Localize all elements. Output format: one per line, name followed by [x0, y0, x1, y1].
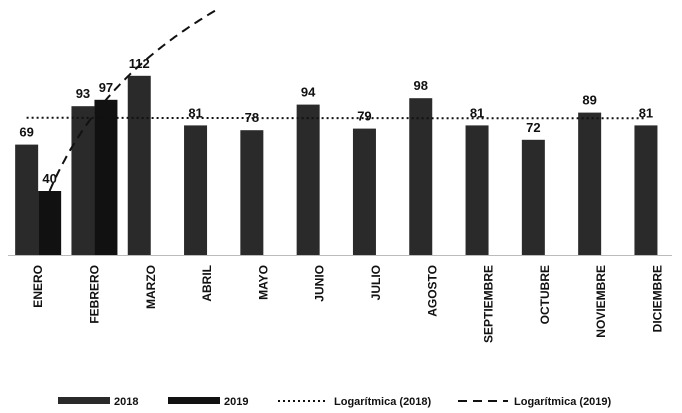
x-tick-label: ABRIL [200, 265, 214, 302]
legend-label: Logarítmica (2019) [514, 396, 612, 408]
bar [578, 112, 602, 255]
x-tick-label: FEBRERO [87, 265, 101, 324]
x-tick-label: JULIO [369, 265, 383, 300]
x-tick-label: ENERO [31, 265, 45, 308]
legend-swatch [168, 397, 220, 404]
trendlines [26, 7, 646, 192]
bar [94, 99, 118, 255]
bar [15, 144, 39, 255]
value-label: 93 [76, 86, 90, 101]
value-label: 112 [129, 56, 150, 71]
legend-swatch [58, 397, 110, 404]
value-label: 79 [357, 109, 371, 124]
x-tick-label: DICIEMBRE [650, 265, 664, 332]
x-tick-label: SEPTIEMBRE [482, 265, 496, 343]
value-label: 94 [301, 85, 316, 100]
x-tick-label: NOVIEMBRE [594, 265, 608, 338]
bar [71, 106, 95, 255]
x-tick-label: MARZO [144, 265, 158, 309]
value-label: 69 [19, 125, 33, 140]
bar [352, 128, 376, 255]
value-label: 81 [639, 105, 653, 120]
legend-label: 2018 [114, 396, 138, 408]
value-label: 40 [42, 171, 56, 186]
legend-label: Logarítmica (2018) [334, 396, 432, 408]
x-tick-label: MAYO [256, 265, 270, 300]
bar [38, 191, 62, 255]
legend-label: 2019 [224, 396, 248, 408]
value-label: 72 [526, 120, 540, 135]
bar [521, 139, 545, 255]
value-label: 89 [582, 93, 596, 108]
x-tick-label: AGOSTO [425, 265, 439, 317]
value-label: 81 [470, 105, 484, 120]
bar [127, 75, 151, 255]
x-tick-label: OCTUBRE [538, 265, 552, 324]
value-label: 98 [414, 78, 428, 93]
bar [296, 104, 320, 255]
bar [240, 130, 264, 255]
x-tick-label: JUNIO [313, 265, 327, 302]
bar [465, 125, 489, 256]
trendline [48, 7, 220, 192]
trendline [26, 116, 646, 120]
value-label: 81 [188, 105, 202, 120]
bar [634, 125, 658, 256]
value-label: 97 [99, 80, 113, 95]
bar [409, 98, 433, 255]
bar [184, 125, 208, 256]
